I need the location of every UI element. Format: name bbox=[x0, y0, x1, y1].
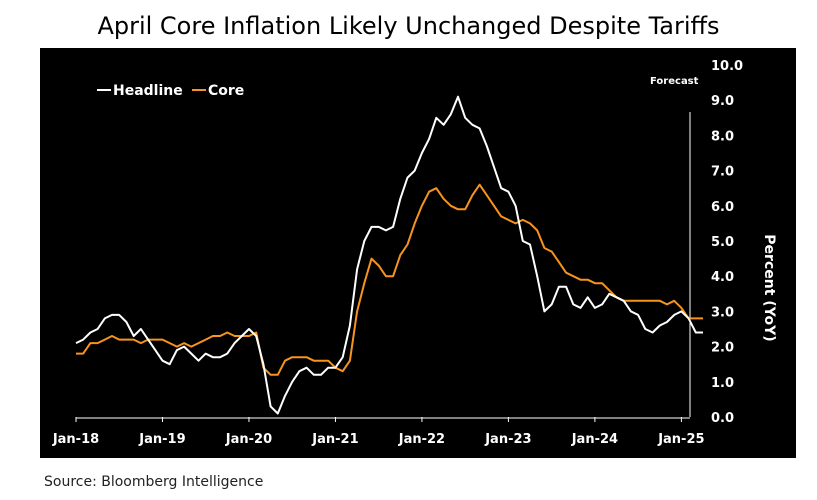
x-tick-label: Jan-24 bbox=[571, 432, 618, 447]
y-tick-label: 1.0 bbox=[711, 376, 734, 391]
x-tick-label: Jan-23 bbox=[484, 432, 531, 447]
y-axis-ticks: 0.0 1.0 2.0 3.0 4.0 5.0 6.0 7.0 8.0 9.0 10.0 bbox=[711, 59, 743, 426]
axes bbox=[76, 112, 691, 419]
x-tick-label: Jan-20 bbox=[225, 432, 272, 447]
x-axis-ticks: Jan-18 Jan-19 Jan-20 Jan-21 Jan-22 Jan-23 Jan-… bbox=[52, 417, 705, 447]
y-axis-label: Percent (YoY) bbox=[761, 234, 777, 341]
y-tick-label: 8.0 bbox=[711, 129, 734, 144]
chart-panel bbox=[40, 48, 796, 458]
forecast-label: Forecast bbox=[650, 76, 699, 87]
x-tick-label: Jan-22 bbox=[398, 432, 445, 447]
series-line-core bbox=[76, 183, 703, 376]
y-tick-label: 6.0 bbox=[711, 200, 734, 215]
line-chart: Headline Core Forecast Percent (YoY) 0.0… bbox=[52, 59, 777, 447]
y-tick-label: 4.0 bbox=[711, 270, 734, 285]
x-tick-label: Jan-18 bbox=[52, 432, 99, 447]
x-tick-label: Jan-21 bbox=[311, 432, 358, 447]
y-tick-label: 0.0 bbox=[711, 411, 734, 426]
legend-label-headline: Headline bbox=[113, 83, 183, 99]
source-note: Source: Bloomberg Intelligence bbox=[44, 474, 264, 490]
y-tick-label: 9.0 bbox=[711, 94, 734, 109]
legend-label-core: Core bbox=[208, 83, 244, 99]
y-tick-label: 7.0 bbox=[711, 165, 734, 180]
legend: Headline Core bbox=[97, 83, 244, 99]
series-line-headline bbox=[75, 95, 703, 415]
y-tick-label: 5.0 bbox=[711, 235, 734, 250]
y-tick-label: 2.0 bbox=[711, 341, 734, 356]
x-tick-label: Jan-25 bbox=[657, 432, 704, 447]
series-lines bbox=[75, 95, 703, 415]
y-tick-label: 3.0 bbox=[711, 305, 734, 320]
y-tick-label: 10.0 bbox=[711, 59, 743, 74]
chart-title: April Core Inflation Likely Unchanged De… bbox=[97, 12, 720, 40]
x-tick-label: Jan-19 bbox=[138, 432, 185, 447]
